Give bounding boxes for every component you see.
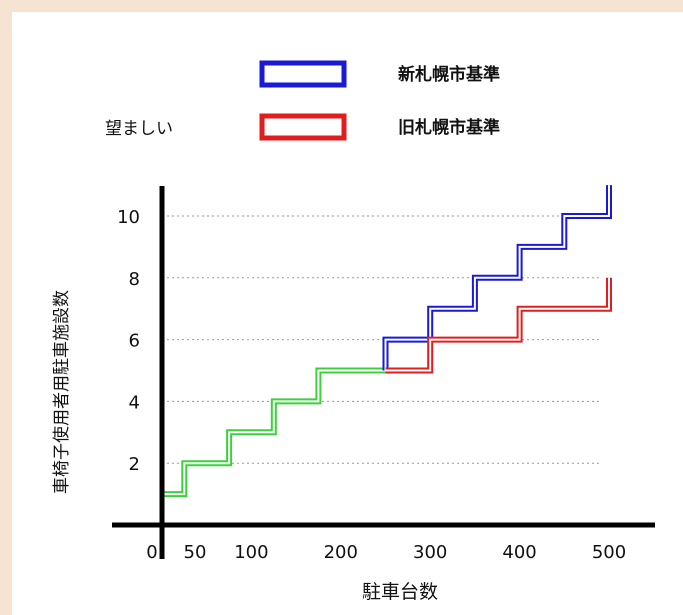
series-line-2	[385, 277, 612, 374]
series-line-inner-2	[385, 277, 610, 372]
x-tick-label-50: 50	[184, 542, 207, 563]
grid-lines	[162, 215, 599, 464]
x-tick-label-300: 300	[413, 542, 447, 563]
legend-side-label: 望ましい	[105, 119, 173, 139]
y-axis-title: 車椅子使用者用駐車施設数	[51, 290, 72, 494]
x-tick-label-0: 0	[146, 542, 157, 563]
axes	[112, 186, 655, 559]
x-tick-label-200: 200	[324, 542, 358, 563]
series-layer	[162, 185, 612, 498]
y-tick-label-2: 2	[129, 454, 140, 475]
series-line-inner-0	[162, 369, 386, 496]
legend-swatch-old	[259, 113, 347, 141]
x-tick-label-400: 400	[502, 542, 536, 563]
y-tick-label-6: 6	[129, 331, 140, 352]
x-axis-title: 駐車台数	[362, 581, 438, 603]
legend-label-old: 旧札幌市基準	[398, 117, 500, 138]
legend-swatch-new	[259, 60, 347, 88]
y-tick-label-10: 10	[117, 207, 140, 228]
y-tick-label-8: 8	[129, 269, 140, 290]
chart-panel: 新札幌市基準 旧札幌市基準 望ましい 駐車台数 車椅子使用者用駐車施設数 2 4 6…	[12, 12, 683, 615]
legend: 新札幌市基準 旧札幌市基準 望ましい	[105, 60, 500, 141]
step-chart: 新札幌市基準 旧札幌市基準 望ましい 駐車台数 車椅子使用者用駐車施設数 2 4 6…	[51, 60, 655, 603]
series-line-inner-1	[384, 185, 610, 371]
x-tick-label-500: 500	[592, 542, 626, 563]
legend-label-new: 新札幌市基準	[398, 64, 500, 85]
y-tick-label-4: 4	[129, 392, 140, 413]
x-tick-label-100: 100	[234, 542, 268, 563]
